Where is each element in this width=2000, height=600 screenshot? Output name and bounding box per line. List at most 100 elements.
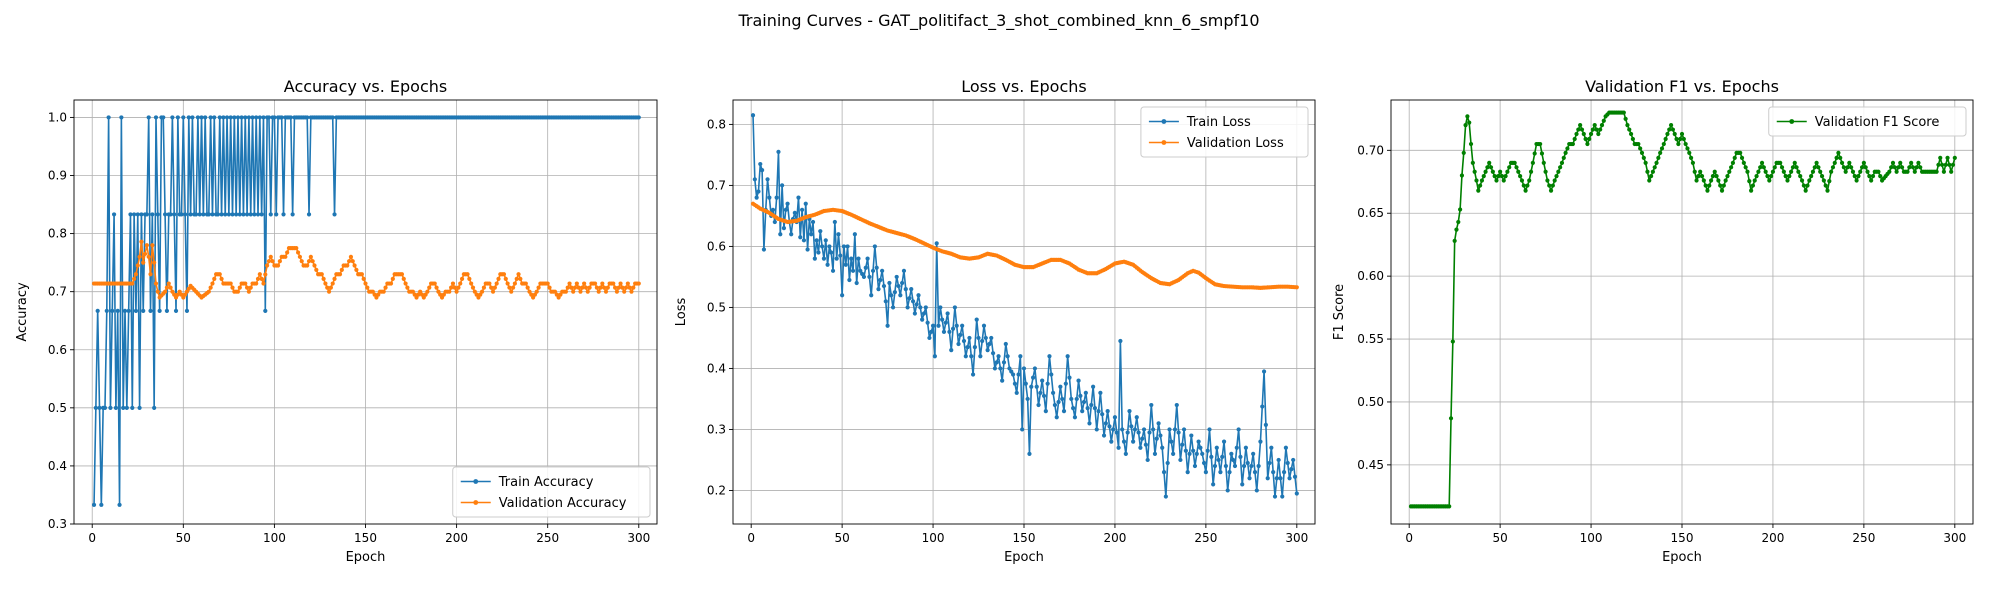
data-point [1693,170,1697,174]
data-point [1731,161,1735,165]
data-point [1658,151,1662,155]
data-point [1694,178,1698,182]
data-point [400,272,404,276]
data-point [566,286,570,290]
data-point [1584,137,1588,141]
data-point [1911,165,1915,169]
data-point [482,286,486,290]
data-point [1091,385,1095,389]
data-point [134,309,138,313]
data-point [1674,137,1678,141]
data-point [183,212,187,216]
data-point [285,250,289,254]
data-point [1834,156,1838,160]
data-point [185,309,189,313]
data-point [838,253,842,257]
data-point [1166,461,1170,465]
data-point [147,115,151,119]
data-point [110,309,114,313]
data-point [966,345,970,349]
data-point [878,278,882,282]
data-point [1018,354,1022,358]
data-point [201,212,205,216]
data-point [1576,127,1580,131]
data-point [199,115,203,119]
data-point [1242,464,1246,468]
data-point [851,269,855,273]
data-point [1676,142,1680,146]
data-point [815,238,819,242]
data-point [1198,446,1202,450]
legend-label: Validation Accuracy [499,496,627,511]
data-point [844,263,848,267]
data-point [606,286,610,290]
data-point [1733,156,1737,160]
data-point [263,309,267,313]
data-point [331,115,335,119]
data-point [114,406,118,410]
data-point [94,406,98,410]
data-point [267,259,271,263]
data-point [1545,178,1549,182]
data-point [276,263,280,267]
data-point [756,189,760,193]
data-point [1578,123,1582,127]
data-point [620,286,624,290]
data-point [322,277,326,281]
data-point [1638,146,1642,150]
data-point [487,281,491,285]
data-point [314,268,318,272]
data-point [506,281,510,285]
data-point [1147,430,1151,434]
y-tick-label: 0.4 [707,361,726,375]
data-point [1020,427,1024,431]
data-point [179,212,183,216]
data-point [955,324,959,328]
data-point [1022,366,1026,370]
data-point [1953,156,1957,160]
data-point [1938,156,1942,160]
data-point [1936,163,1940,167]
x-tick-label: 50 [1492,531,1507,545]
data-point [782,226,786,230]
data-point [1237,427,1241,431]
data-point [236,290,240,294]
data-point [518,277,522,281]
data-point [1543,170,1547,174]
data-point [402,277,406,281]
data-point [1556,170,1560,174]
data-point [893,290,897,294]
data-point [875,266,879,270]
data-point [867,275,871,279]
data-point [148,272,152,276]
data-point [139,240,143,244]
data-point [1051,391,1055,395]
data-point [1087,421,1091,425]
data-point [283,255,287,259]
data-point [245,286,249,290]
data-point [1598,127,1602,131]
data-point [1756,170,1760,174]
data-point [491,290,495,294]
data-point [1096,409,1100,413]
y-tick-label: 0.5 [48,401,67,415]
data-point [1280,494,1284,498]
data-point [190,115,194,119]
data-point [1627,127,1631,131]
data-point [1456,220,1460,224]
data-point [958,333,962,337]
y-tick-label: 0.65 [1357,206,1384,220]
x-tick-label: 150 [1013,531,1036,545]
data-point [1804,188,1808,192]
x-axis-label: Epoch [1662,550,1702,565]
data-point [1189,433,1193,437]
data-point [1645,170,1649,174]
data-point [1860,165,1864,169]
legend-label: Train Accuracy [498,475,594,490]
data-point [258,272,262,276]
data-point [1671,127,1675,131]
data-point [873,244,877,248]
data-point [1805,183,1809,187]
data-point [1825,188,1829,192]
data-point [1175,403,1179,407]
